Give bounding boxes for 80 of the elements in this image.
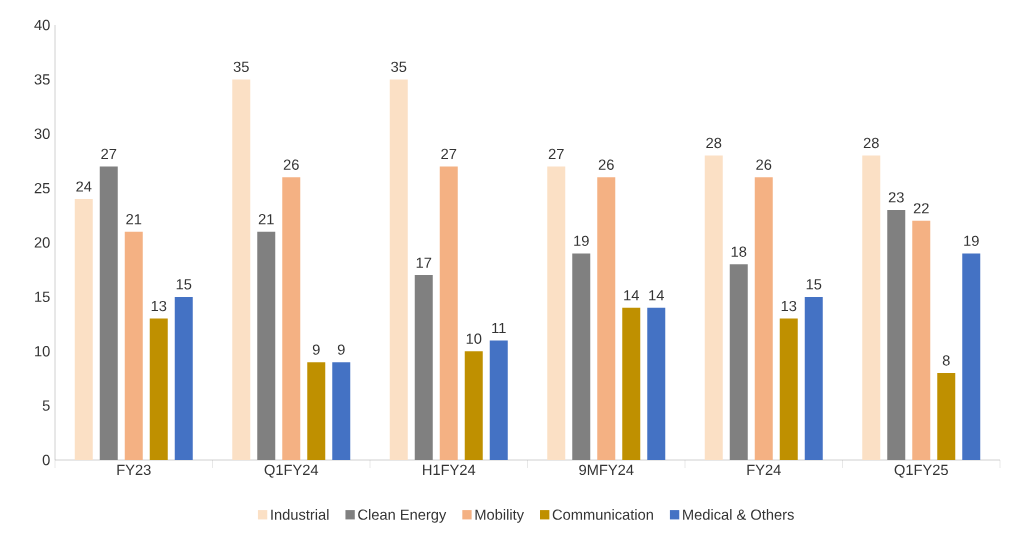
data-label: 10 (466, 333, 482, 344)
bar (99, 166, 118, 460)
legend-label: Medical & Others (683, 509, 794, 520)
data-label: 19 (964, 235, 979, 246)
bar (489, 340, 508, 460)
bar (862, 155, 881, 460)
data-label: 15 (806, 279, 822, 290)
bar (962, 253, 981, 460)
bar (282, 177, 301, 460)
bar (912, 220, 931, 460)
bar (704, 155, 723, 460)
data-label: 19 (574, 235, 589, 246)
data-label: 27 (441, 148, 457, 159)
data-label: 13 (781, 300, 797, 312)
legend-label: Mobility (475, 509, 524, 523)
bar (804, 296, 823, 460)
legend-label: Industrial (271, 509, 329, 520)
x-tick-label: H1FY24 (423, 464, 476, 475)
data-label: 26 (283, 159, 299, 170)
y-tick-label: 10 (35, 346, 50, 357)
data-label: 26 (756, 159, 772, 170)
data-label: 26 (598, 159, 614, 170)
bar (232, 79, 251, 460)
y-tick-label: 40 (34, 19, 50, 31)
bar (174, 296, 193, 460)
bar (464, 351, 483, 460)
data-label: 8 (942, 355, 950, 366)
bar (754, 177, 773, 460)
data-label: 27 (548, 148, 564, 159)
data-label: 11 (492, 322, 506, 333)
x-tick-label: Q1FY24 (264, 464, 319, 478)
bar (572, 253, 591, 460)
data-label: 24 (76, 181, 92, 192)
data-label: 13 (151, 300, 167, 312)
bar (622, 307, 641, 460)
y-tick-label: 30 (34, 128, 50, 139)
y-tick-label: 35 (34, 74, 50, 85)
legend-label: Communication (552, 509, 653, 520)
data-label: 28 (863, 137, 879, 149)
bar (887, 209, 906, 460)
bar (547, 166, 566, 460)
y-tick-label: 0 (42, 454, 50, 466)
bar (149, 318, 168, 460)
bar (389, 79, 408, 460)
data-label: 23 (888, 192, 904, 203)
data-label: 35 (233, 61, 249, 72)
bar (439, 166, 458, 460)
data-label: 18 (731, 246, 747, 257)
bar (597, 177, 616, 460)
x-tick-label: FY24 (747, 464, 781, 475)
data-label: 9 (312, 344, 320, 355)
bar (414, 275, 433, 460)
bar (74, 199, 93, 460)
bar (729, 264, 748, 460)
y-tick-label: 15 (35, 291, 50, 302)
y-tick-label: 25 (34, 182, 50, 194)
data-label: 17 (416, 257, 432, 268)
bar (307, 362, 326, 460)
x-tick-label: 9MFY24 (579, 464, 634, 476)
y-tick-label: 5 (42, 400, 50, 411)
bar (937, 373, 956, 460)
bar (124, 231, 143, 460)
data-label: 9 (337, 344, 345, 355)
bar (647, 307, 666, 460)
data-label: 15 (176, 279, 192, 290)
data-label: 27 (101, 148, 117, 159)
data-label: 21 (258, 214, 274, 225)
data-label: 22 (913, 203, 929, 214)
legend-label: Clean Energy (358, 509, 447, 523)
y-tick-label: 20 (34, 237, 50, 248)
bar (257, 231, 276, 460)
x-tick-label: Q1FY25 (894, 464, 948, 478)
data-label: 14 (649, 290, 664, 301)
data-label: 35 (391, 61, 407, 72)
x-tick-label: FY23 (117, 464, 151, 476)
data-label: 28 (706, 137, 722, 149)
data-label: 21 (126, 214, 142, 225)
bar (779, 318, 798, 460)
data-label: 14 (624, 290, 639, 301)
bar (332, 362, 351, 460)
